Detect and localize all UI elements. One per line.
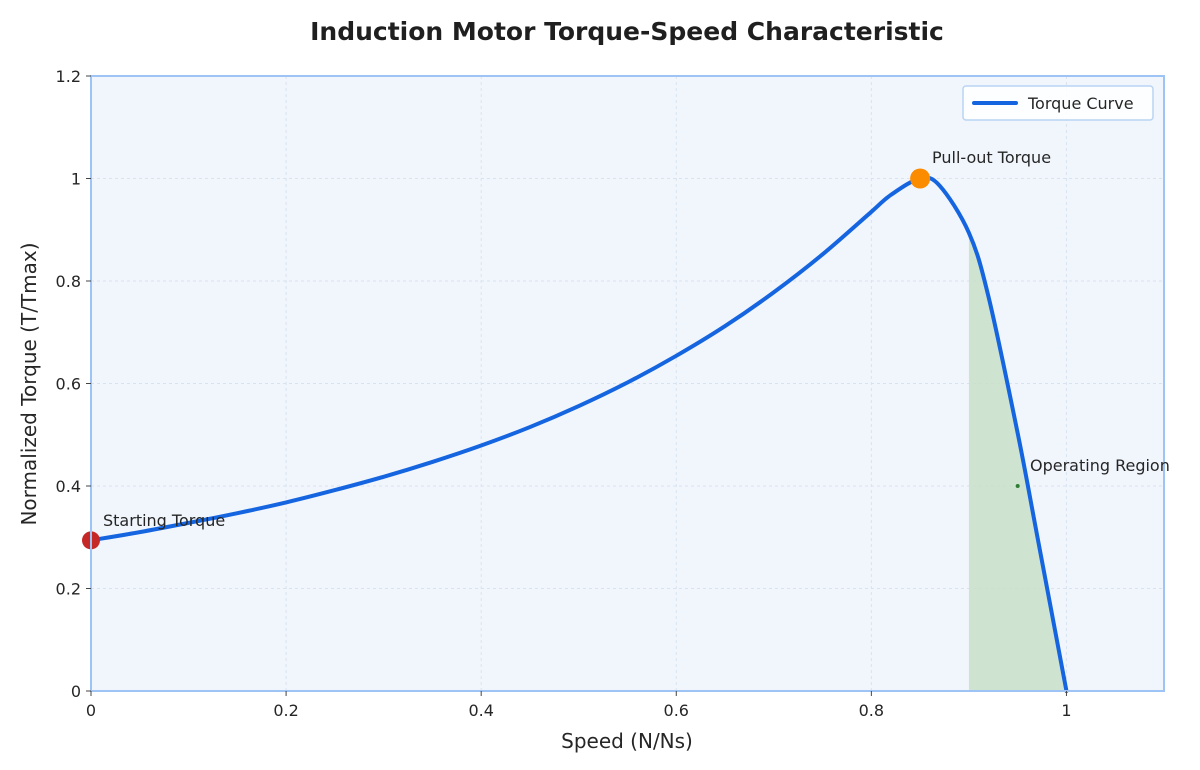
y-axis-label: Normalized Torque (T/Tmax)	[17, 242, 41, 525]
x-tick-label-1: 0.2	[273, 701, 298, 720]
annotation-pull-out-torque: Pull-out Torque	[932, 148, 1051, 167]
legend: Torque Curve	[962, 85, 1154, 121]
y-tick-label-3: 0.6	[56, 375, 81, 394]
y-tick-label-1: 0.2	[56, 580, 81, 599]
chart-title: Induction Motor Torque-Speed Characteris…	[310, 17, 944, 46]
series-line-torque-curve	[89, 175, 1069, 693]
x-axis-label: Speed (N/Ns)	[561, 729, 693, 753]
x-axis-ticks: 0 0.2 0.4 0.6 0.8 1	[86, 691, 1072, 720]
y-tick-label-2: 0.4	[56, 477, 81, 496]
legend-box	[962, 85, 1154, 121]
annotation-starting-torque: Starting Torque	[103, 511, 225, 530]
legend-label-torque-curve: Torque Curve	[1027, 94, 1134, 113]
y-tick-label-5: 1	[71, 170, 81, 189]
annotation-markers	[82, 168, 1020, 550]
y-tick-label-0: 0	[71, 682, 81, 701]
operating-region-shade	[968, 232, 1067, 691]
marker-pull-out-torque	[910, 168, 931, 189]
x-tick-label-4: 0.8	[859, 701, 884, 720]
y-axis-ticks: 0 0.2 0.4 0.6 0.8 1 1.2	[56, 67, 91, 701]
x-tick-label-0: 0	[86, 701, 96, 720]
y-tick-label-4: 0.8	[56, 272, 81, 291]
annotation-operating-region: Operating Region	[1030, 456, 1170, 475]
x-tick-label-2: 0.4	[468, 701, 493, 720]
marker-operating-region	[1015, 484, 1020, 488]
x-tick-label-3: 0.6	[664, 701, 689, 720]
x-tick-label-5: 1	[1061, 701, 1071, 720]
y-tick-label-6: 1.2	[56, 67, 81, 86]
